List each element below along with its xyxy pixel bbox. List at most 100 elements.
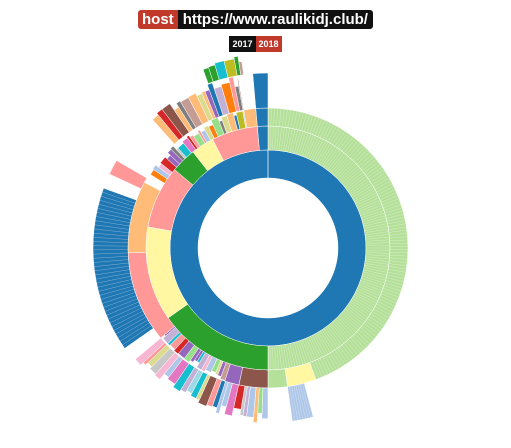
segment-divider xyxy=(290,110,295,129)
segment-divider xyxy=(93,262,129,267)
ring2-segment-7[interactable] xyxy=(257,125,269,151)
segment-divider xyxy=(272,345,274,370)
segment-divider xyxy=(344,171,364,188)
ring4-segment-5[interactable] xyxy=(252,72,269,109)
segment-divider xyxy=(330,127,340,144)
segment-divider xyxy=(327,325,343,346)
segment-divider xyxy=(347,305,367,320)
ring3-segment-12[interactable] xyxy=(255,107,269,127)
segment-divider xyxy=(389,254,408,257)
segment-divider xyxy=(365,254,390,257)
segment-divider xyxy=(298,112,304,131)
segment-divider xyxy=(332,351,343,367)
segment-divider xyxy=(379,296,397,304)
segment-divider xyxy=(333,157,351,176)
segment-divider xyxy=(358,329,373,342)
segment-divider xyxy=(291,342,299,367)
segment-divider xyxy=(361,212,385,221)
segment-divider xyxy=(370,172,386,183)
segment-divider xyxy=(354,294,376,306)
ring4-segment-3[interactable] xyxy=(109,160,148,190)
segment-divider xyxy=(350,182,372,197)
segment-divider xyxy=(308,136,319,159)
segment-divider xyxy=(341,344,354,360)
segment-divider xyxy=(102,191,136,204)
segment-divider xyxy=(365,260,389,265)
segment-divider xyxy=(98,203,133,214)
segment-divider xyxy=(99,285,134,296)
ring4-segment-2[interactable] xyxy=(92,187,154,349)
ring3-segment-2[interactable] xyxy=(267,368,288,389)
segment-divider xyxy=(372,175,388,185)
segment-divider xyxy=(280,345,285,369)
segment-divider xyxy=(332,155,349,175)
segment-divider xyxy=(314,140,326,162)
segment-divider xyxy=(360,280,384,289)
segment-divider xyxy=(386,277,404,283)
segment-divider xyxy=(367,318,383,330)
segment-divider xyxy=(349,301,370,316)
segment-divider xyxy=(325,149,340,169)
segment-divider xyxy=(341,312,361,329)
segment-divider xyxy=(330,323,347,342)
segment-divider xyxy=(337,132,348,148)
ring5-segment-0-5[interactable] xyxy=(238,61,244,76)
segment-divider xyxy=(344,138,356,153)
segment-divider xyxy=(356,290,379,302)
segment-divider xyxy=(340,313,359,331)
segment-divider xyxy=(389,233,408,236)
segment-divider xyxy=(115,316,147,335)
segment-divider xyxy=(356,151,370,165)
segment-divider xyxy=(374,306,391,316)
segment-divider xyxy=(339,346,351,362)
segment-divider xyxy=(325,355,334,372)
segment-divider xyxy=(119,322,150,342)
segment-divider xyxy=(312,335,324,357)
ring3-segment-3[interactable] xyxy=(238,367,269,389)
segment-divider xyxy=(354,190,376,202)
segment-divider xyxy=(293,342,301,366)
segment-divider xyxy=(322,122,332,140)
ring4-segment-1-24[interactable] xyxy=(135,337,166,366)
segment-divider xyxy=(365,258,390,262)
segment-divider xyxy=(364,161,379,174)
year-button-2017[interactable]: 2017 xyxy=(229,36,256,52)
segment-divider xyxy=(383,201,401,208)
segment-divider xyxy=(300,340,309,364)
segment-divider xyxy=(320,121,329,138)
segment-divider xyxy=(386,213,404,219)
segment-divider xyxy=(284,109,288,128)
segment-divider xyxy=(365,234,390,238)
segment-divider xyxy=(281,108,285,127)
segment-divider xyxy=(295,385,304,420)
segment-divider xyxy=(383,285,402,292)
segment-divider xyxy=(384,282,403,289)
segment-divider xyxy=(289,129,296,153)
segment-divider xyxy=(346,140,359,155)
segment-divider xyxy=(278,126,282,151)
segment-divider xyxy=(337,348,348,364)
segment-divider xyxy=(310,137,322,160)
segment-divider xyxy=(291,129,299,154)
host-url[interactable]: https://www.raulikidj.club/ xyxy=(177,10,373,29)
segment-divider xyxy=(362,325,377,337)
segment-divider xyxy=(96,212,131,220)
segment-divider xyxy=(328,152,345,172)
ring4-segment-0[interactable] xyxy=(287,382,314,422)
host-badge: host xyxy=(138,10,178,29)
segment-divider xyxy=(304,134,314,158)
ring1-segment-0[interactable] xyxy=(169,149,367,347)
segment-divider xyxy=(384,207,403,214)
segment-divider xyxy=(298,341,306,365)
segment-divider xyxy=(122,325,152,346)
segment-divider xyxy=(335,159,353,178)
ring4-segment-4-15[interactable] xyxy=(237,78,244,111)
segment-divider xyxy=(365,320,381,332)
segment-divider xyxy=(389,257,408,260)
segment-divider xyxy=(318,332,331,353)
segment-divider xyxy=(345,173,366,189)
segment-divider xyxy=(360,207,384,216)
segment-divider xyxy=(373,177,390,188)
year-button-2018[interactable]: 2018 xyxy=(255,36,282,52)
segment-divider xyxy=(361,210,385,218)
